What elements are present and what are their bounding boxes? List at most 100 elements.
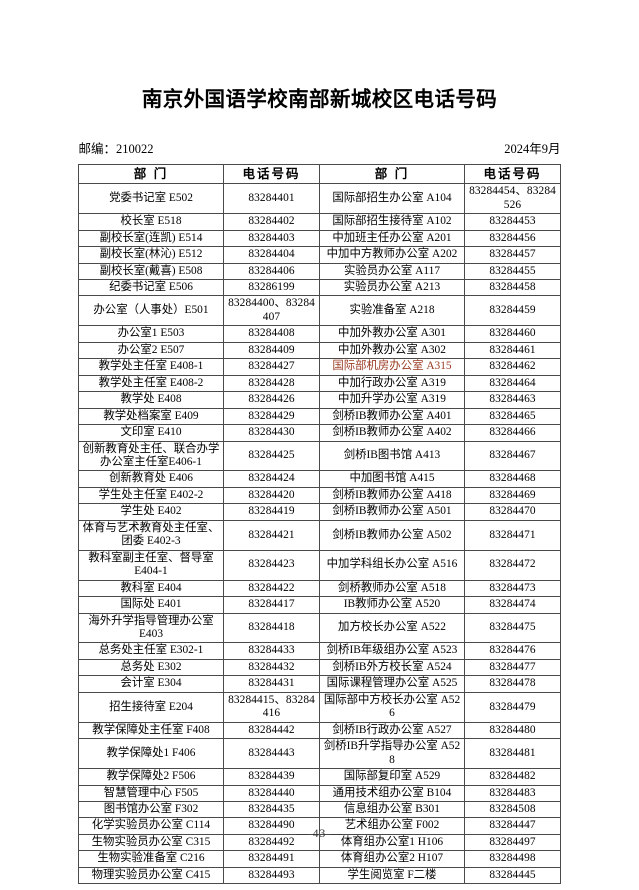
cell-phone-left: 83284423 [223,549,320,581]
column-header-phone-left: 电话号码 [223,163,320,185]
cell-department-right: 剑桥IB教师办公室 A502 [319,519,465,551]
cell-phone-right: 83284478 [464,675,561,693]
cell-phone-left: 83284422 [223,579,320,598]
cell-department-right: 信息组办公室 B301 [319,800,465,819]
cell-department-left: 图书馆办公室 F302 [78,800,224,819]
cell-phone-left: 83284428 [223,374,320,393]
cell-department-right: 剑桥IB行政办公室 A527 [319,721,465,740]
cell-phone-left: 83284420 [223,486,320,505]
table-row: 教科室 E404 83284422 剑桥教师办公室 A518 83284473 [78,579,561,598]
table-row: 图书馆办公室 F302 83284435 信息组办公室 B301 83284508 [78,800,561,819]
cell-department-left: 创新教育处主任、联合办学 办公室主任室E406-1 [78,440,224,472]
table-row: 教学处主任室 E408-2 83284428 中加行政办公室 A319 8328446… [78,374,561,393]
table-row: 海外升学指导管理办公室 E403 83284418 加方校长办公室 A522 83284… [78,612,561,644]
cell-phone-left: 83284419 [223,503,320,521]
column-header-department-right: 部 门 [319,163,465,185]
cell-department-right: 剑桥IB升学指导办公室 A528 [319,738,465,770]
cell-department-right: 学生阅览室 F二楼 [319,866,465,885]
cell-phone-right: 83284469 [464,486,561,505]
cell-department-left: 生物实验准备室 C216 [78,850,224,868]
cell-phone-right: 83284460 [464,325,561,343]
cell-department-right: 剑桥IB教师办公室 A402 [319,424,465,442]
cell-phone-left: 83284421 [223,519,320,551]
cell-department-left: 物理实验员办公室 C415 [78,866,224,885]
cell-department-right: 剑桥IB年级组办公室 A523 [319,642,465,660]
cell-phone-left: 83284435 [223,800,320,819]
cell-phone-right: 83284477 [464,658,561,677]
cell-department-left: 教科室副主任室、督导室 E404-1 [78,549,224,581]
table-row: 副校长室(戴喜) E508 83284406 实验员办公室 A117 83284455 [78,262,561,281]
cell-department-right: 中加学科组长办公室 A516 [319,549,465,581]
cell-phone-right: 83284471 [464,519,561,551]
cell-department-right: 中加中方教师办公室 A202 [319,246,465,264]
table-row: 会计室 E304 83284431 国际课程管理办公室 A525 83284478 [78,675,561,693]
cell-phone-left: 83284429 [223,407,320,426]
cell-department-right: 国际部招生办公室 A104 [319,183,465,215]
table-row: 办公室2 E507 83284409 中加外教办公室 A302 83284461 [78,341,561,360]
cell-phone-left: 83286199 [223,279,320,297]
cell-phone-left: 83284427 [223,358,320,376]
column-header-department-left: 部 门 [78,163,224,185]
cell-phone-left: 83284424 [223,470,320,488]
cell-phone-right: 83284508 [464,800,561,819]
table-row: 智慧管理中心 F505 83284440 通用技术组办公室 B104 83284483 [78,784,561,802]
cell-department-left: 总务处主任室 E302-1 [78,642,224,660]
table-row: 副校长室(林沁) E512 83284404 中加中方教师办公室 A202 83284… [78,246,561,264]
cell-department-right: 剑桥IB教师办公室 A401 [319,407,465,426]
cell-department-left: 教学处 E408 [78,391,224,409]
table-row: 总务处主任室 E302-1 83284433 剑桥IB年级组办公室 A523 8328… [78,642,561,660]
table-row: 副校长室(连凯) E514 83284403 中加班主任办公室 A201 832844… [78,229,561,248]
cell-department-right: 通用技术组办公室 B104 [319,784,465,802]
cell-phone-left: 83284425 [223,440,320,472]
table-row: 生物实验准备室 C216 83284491 体育组办公室2 H107 83284498 [78,850,561,868]
table-row: 纪委书记室 E506 83286199 实验员办公室 A213 83284458 [78,279,561,297]
cell-department-left: 学生处 E402 [78,503,224,521]
cell-phone-left: 83284443 [223,738,320,770]
cell-phone-left: 83284400、83284407 [223,295,320,327]
cell-department-right: 剑桥IB外方校长室 A524 [319,658,465,677]
cell-department-left: 创新教育处 E406 [78,470,224,488]
cell-department-right: 剑桥IB教师办公室 A501 [319,503,465,521]
cell-department-left: 办公室2 E507 [78,341,224,360]
cell-phone-right: 83284498 [464,850,561,868]
cell-phone-right: 83284472 [464,549,561,581]
cell-phone-right: 83284483 [464,784,561,802]
table-row: 教学处 E408 83284426 中加升学办公室 A319 83284463 [78,391,561,409]
cell-department-right: 国际部中方校长办公室 A526 [319,691,465,723]
cell-phone-left: 83284491 [223,850,320,868]
cell-phone-left: 83284408 [223,325,320,343]
cell-department-left: 教学处档案室 E409 [78,407,224,426]
cell-phone-left: 83284402 [223,213,320,231]
table-row: 学生处主任室 E402-2 83284420 剑桥IB教师办公室 A418 83284… [78,486,561,505]
cell-phone-right: 83284457 [464,246,561,264]
cell-department-left: 生物实验员办公室 C315 [78,833,224,852]
document-date: 2024年9月 [504,141,561,156]
cell-department-right: 剑桥教师办公室 A518 [319,579,465,598]
cell-phone-left: 83284401 [223,183,320,215]
cell-department-left: 总务处 E302 [78,658,224,677]
cell-department-right: 实验员办公室 A213 [319,279,465,297]
cell-department-right: 中加外教办公室 A301 [319,325,465,343]
cell-department-left: 招生接待室 E204 [78,691,224,723]
cell-phone-left: 83284432 [223,658,320,677]
cell-department-right: 体育组办公室2 H107 [319,850,465,868]
cell-department-right: 剑桥IB教师办公室 A418 [319,486,465,505]
cell-department-left: 副校长室(戴喜) E508 [78,262,224,281]
cell-department-left: 办公室（人事处）E501 [78,295,224,327]
table-row: 招生接待室 E204 83284415、83284416 国际部中方校长办公室 A5… [78,691,561,723]
cell-department-left: 体育与艺术教育处主任室、 团委 E402-3 [78,519,224,551]
cell-phone-right: 83284461 [464,341,561,360]
table-row: 物理实验员办公室 C415 83284493 学生阅览室 F二楼 83284445 [78,866,561,885]
page-number: — 43 — [296,828,343,840]
cell-phone-right: 83284481 [464,738,561,770]
cell-phone-right: 83284465 [464,407,561,426]
cell-department-left: 教学保障处1 F406 [78,738,224,770]
cell-department-right: 国际课程管理办公室 A525 [319,675,465,693]
cell-phone-right: 83284468 [464,470,561,488]
cell-phone-right: 83284479 [464,691,561,723]
cell-phone-left: 83284409 [223,341,320,360]
cell-department-left: 办公室1 E503 [78,325,224,343]
cell-phone-left: 83284418 [223,612,320,644]
table-row: 教学保障处1 F406 83284443 剑桥IB升学指导办公室 A528 83284… [78,738,561,770]
table-row: 国际处 E401 83284417 IB教师办公室 A520 83284474 [78,596,561,614]
